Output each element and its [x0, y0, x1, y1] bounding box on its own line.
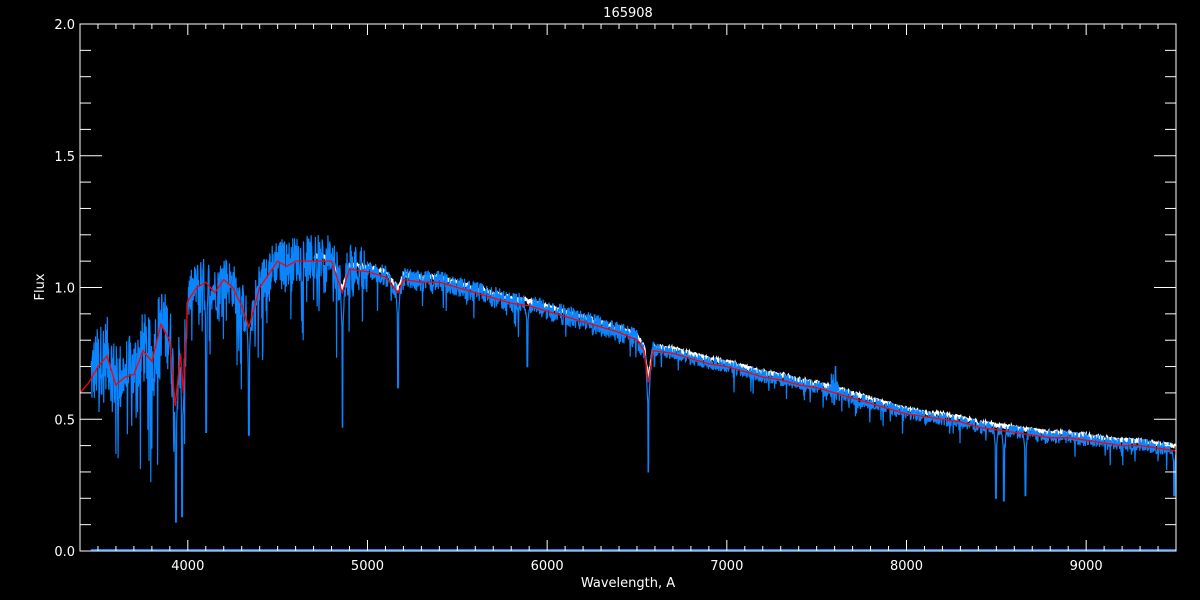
y-tick-label: 2.0: [54, 18, 75, 33]
y-axis-label: Flux: [33, 273, 48, 300]
x-tick-label: 7000: [710, 559, 743, 574]
x-tick-label: 5000: [351, 559, 384, 574]
y-tick-label: 1.0: [54, 282, 75, 297]
x-axis-label: Wavelength, A: [581, 576, 675, 591]
y-tick-label: 0.5: [54, 413, 75, 428]
x-tick-label: 4000: [171, 559, 204, 574]
y-tick-label: 1.5: [54, 150, 75, 165]
chart-title: 165908: [603, 6, 653, 21]
series-observed-line: [90, 235, 1177, 523]
plot-frame: [79, 23, 1177, 552]
series-layer: [79, 235, 1177, 551]
x-tick-label: 9000: [1070, 559, 1103, 574]
series-model-line: [79, 260, 1177, 452]
x-tick-label: 6000: [531, 559, 564, 574]
axes: 4000 5000 6000 7000 8000 9000 0.0 0.5 1.0 1.5 2.0: [54, 18, 1177, 574]
x-tick-label: 8000: [890, 559, 923, 574]
y-tick-label: 0.0: [54, 545, 75, 560]
